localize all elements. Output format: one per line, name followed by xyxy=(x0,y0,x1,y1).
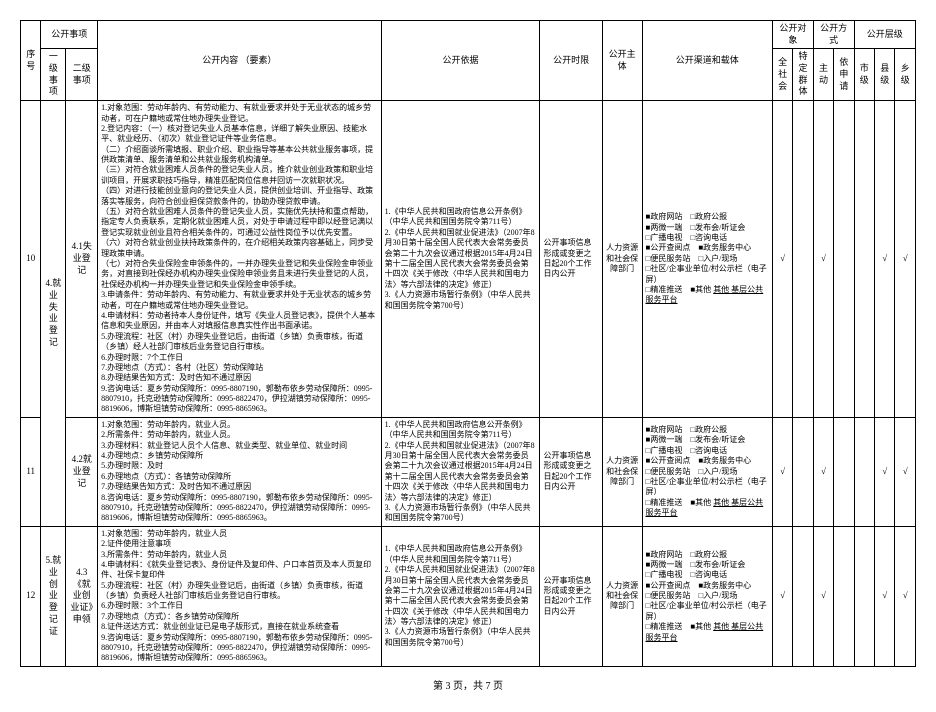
cell-basis: 1.《中华人民共和国政府信息公开条例》（中华人民共和国国务院令第711号） 2.… xyxy=(381,526,540,666)
hdr-level: 公开层级 xyxy=(854,21,915,49)
cell-check-0: √ xyxy=(772,101,792,418)
cell-level1: 4.就业失业登记 xyxy=(41,101,66,527)
cell-check-3 xyxy=(834,417,854,526)
hdr-byapp: 依申请 xyxy=(834,49,854,101)
cell-check-6: √ xyxy=(895,526,916,666)
hdr-matter: 公开事项 xyxy=(41,21,98,49)
hdr-subject: 公开主体 xyxy=(602,21,642,101)
page-footer: 第 3 页，共 7 页 xyxy=(20,677,916,692)
table-row: 125.就业创业登记证4.3《就业创业证》申领1.对象范围：劳动年龄内，就业人员… xyxy=(21,526,916,666)
cell-check-6: √ xyxy=(895,417,916,526)
cell-check-2: √ xyxy=(813,101,833,418)
hdr-channel: 公开渠道和载体 xyxy=(642,21,772,101)
cell-time: 公开事项信息形成或变更之日起20个工作日内公开 xyxy=(540,101,602,418)
cell-check-4 xyxy=(854,417,874,526)
cell-check-0: √ xyxy=(772,417,792,526)
hdr-method: 公开方式 xyxy=(813,21,854,49)
hdr-l2: 二级事项 xyxy=(66,49,98,101)
disclosure-table: 序号 公开事项 公开内容 （要素） 公开依据 公开时限 公开主体 公开渠道和载体… xyxy=(20,20,916,667)
cell-subject: 人力资源和社会保障部门 xyxy=(602,526,642,666)
cell-check-5: √ xyxy=(875,101,895,418)
cell-channel: ■政府网站 □政府公报■两微一端 □发布会/听证会□广播电视 □咨询电话■公开查… xyxy=(642,526,772,666)
cell-level2: 4.1失业登记 xyxy=(66,101,98,418)
table-body: 104.就业失业登记4.1失业登记1.对象范围：劳动年龄内、有劳动能力、有就业要… xyxy=(21,101,916,667)
hdr-township: 乡级 xyxy=(895,49,916,101)
cell-level2: 4.3《就业创业证》申领 xyxy=(66,526,98,666)
cell-content: 1.对象范围：劳动年龄内、有劳动能力、有就业要求并处于无业状态的城乡劳动者，可在… xyxy=(98,101,382,418)
hdr-all: 全社会 xyxy=(772,49,792,101)
table-row: 104.就业失业登记4.1失业登记1.对象范围：劳动年龄内、有劳动能力、有就业要… xyxy=(21,101,916,418)
cell-check-1 xyxy=(793,417,813,526)
cell-check-2: √ xyxy=(813,417,833,526)
cell-check-6: √ xyxy=(895,101,916,418)
cell-check-2: √ xyxy=(813,526,833,666)
cell-check-1 xyxy=(793,101,813,418)
cell-time: 公开事项信息形成或变更之日起20个工作日内公开 xyxy=(540,526,602,666)
hdr-l1: 一级事项 xyxy=(41,49,66,101)
hdr-city: 市级 xyxy=(854,49,874,101)
cell-basis: 1.《中华人民共和国政府信息公开条例》（中华人民共和国国务院令第711号） 2.… xyxy=(381,417,540,526)
hdr-county: 县级 xyxy=(875,49,895,101)
cell-subject: 人力资源和社会保障部门 xyxy=(602,417,642,526)
cell-time: 公开事项信息形成或变更之日起20个工作日内公开 xyxy=(540,417,602,526)
cell-seq: 11 xyxy=(21,417,41,526)
cell-check-1 xyxy=(793,526,813,666)
cell-channel: ■政府网站 □政府公报■两微一端 □发布会/听证会□广播电视 □咨询电话■公开查… xyxy=(642,101,772,418)
cell-check-4 xyxy=(854,526,874,666)
cell-seq: 12 xyxy=(21,526,41,666)
cell-check-3 xyxy=(834,526,854,666)
hdr-content: 公开内容 （要素） xyxy=(98,21,382,101)
hdr-seq: 序号 xyxy=(21,21,41,101)
hdr-target: 公开对象 xyxy=(772,21,813,49)
cell-subject: 人力资源和社会保障部门 xyxy=(602,101,642,418)
hdr-time: 公开时限 xyxy=(540,21,602,101)
hdr-basis: 公开依据 xyxy=(381,21,540,101)
cell-seq: 10 xyxy=(21,101,41,418)
cell-channel: ■政府网站 □政府公报■两微一端 □发布会/听证会□广播电视 □咨询电话■公开查… xyxy=(642,417,772,526)
cell-check-0: √ xyxy=(772,526,792,666)
hdr-spec: 特定群体 xyxy=(793,49,813,101)
table-row: 11 4.2就业登记1.对象范围：劳动年龄内，就业人员。 2.所需条件：劳动年龄内… xyxy=(21,417,916,526)
cell-content: 1.对象范围：劳动年龄内，就业人员 2.证件使用注意事项 3.所需条件：劳动年龄… xyxy=(98,526,382,666)
cell-check-5: √ xyxy=(875,417,895,526)
table-header: 序号 公开事项 公开内容 （要素） 公开依据 公开时限 公开主体 公开渠道和载体… xyxy=(21,21,916,101)
cell-level1: 5.就业创业登记证 xyxy=(41,526,66,666)
cell-check-3 xyxy=(834,101,854,418)
cell-check-4 xyxy=(854,101,874,418)
hdr-active: 主动 xyxy=(813,49,833,101)
cell-check-5: √ xyxy=(875,526,895,666)
cell-basis: 1.《中华人民共和国政府信息公开条例》（中华人民共和国国务院令第711号） 2.… xyxy=(381,101,540,418)
cell-level2: 4.2就业登记 xyxy=(66,417,98,526)
cell-content: 1.对象范围：劳动年龄内，就业人员。 2.所需条件：劳动年龄内，就业人员。 3.… xyxy=(98,417,382,526)
